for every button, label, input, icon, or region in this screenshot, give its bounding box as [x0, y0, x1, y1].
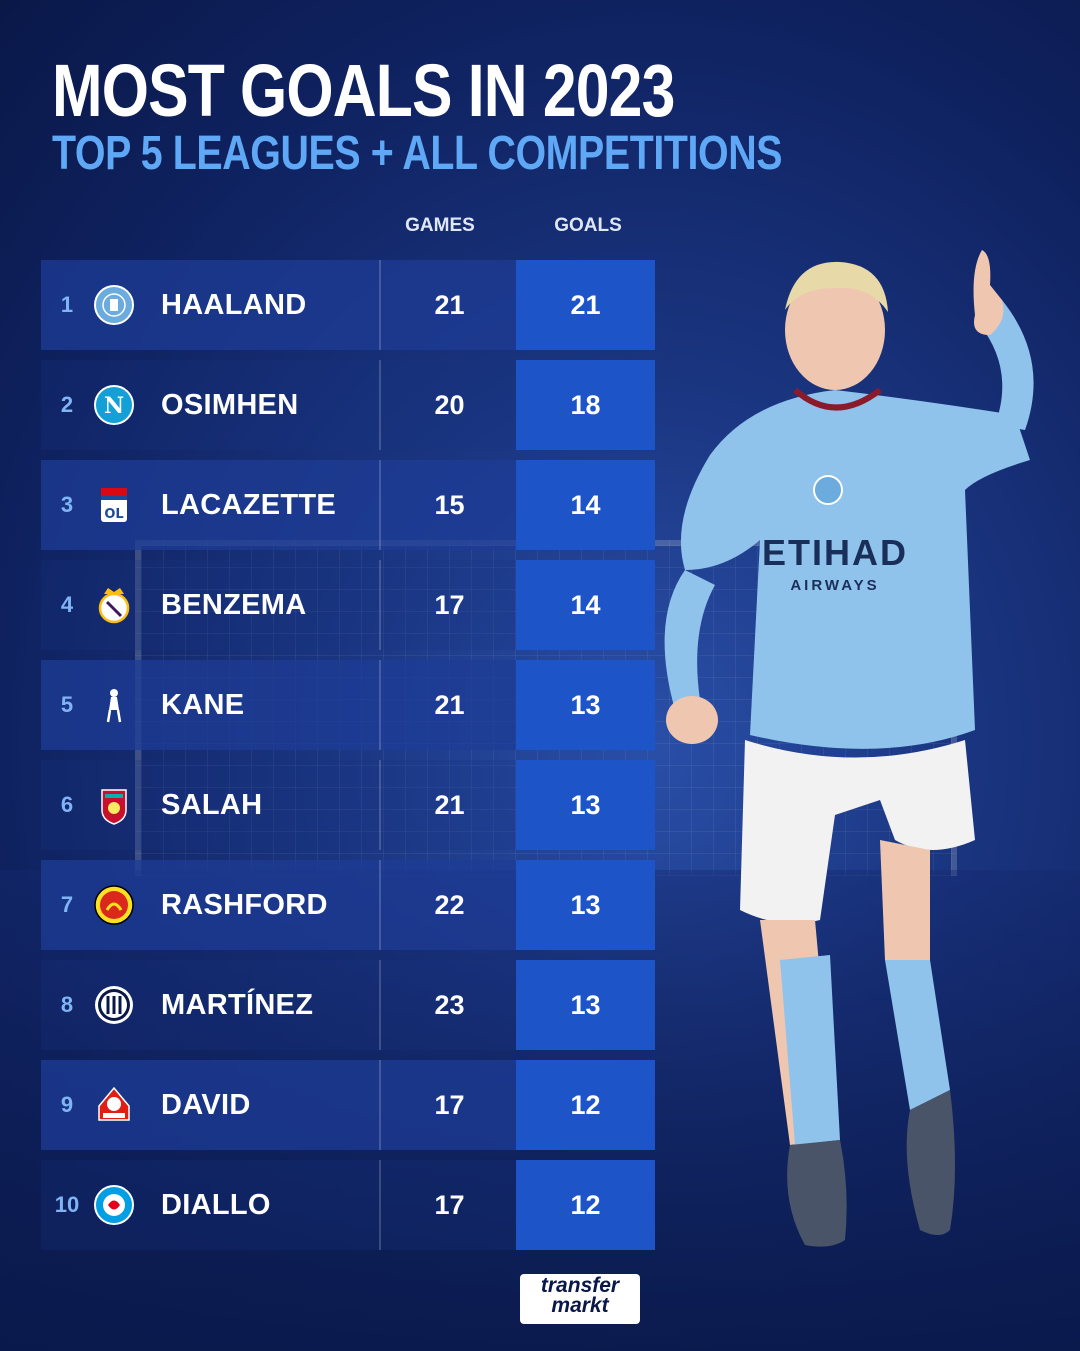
games-value: 17 [434, 1090, 465, 1120]
goals-value: 14 [570, 590, 601, 620]
table-row: 5 KANE 21 13 [41, 660, 655, 750]
player-name: BENZEMA [161, 589, 307, 621]
rank-number: 1 [60, 292, 74, 317]
player-name: SALAH [161, 789, 263, 821]
rank-number: 4 [60, 592, 74, 617]
table-row: 1 HAALAND 21 21 [41, 260, 655, 350]
table-row: 3 OL LACAZETTE 15 14 [41, 460, 655, 550]
rank-number: 8 [60, 992, 74, 1017]
tottenham-crest-icon [106, 689, 122, 723]
page-title: MOST GOALS IN 2023 [52, 49, 675, 132]
lille-crest-icon [98, 1086, 130, 1121]
games-value: 21 [434, 690, 465, 720]
rank-number: 2 [60, 392, 74, 417]
goals-value: 13 [570, 890, 601, 920]
player-name: DAVID [161, 1089, 251, 1121]
table-row: 6 SALAH 21 13 [41, 760, 655, 850]
column-header-games: GAMES [405, 215, 475, 236]
real-madrid-crest-icon [98, 588, 130, 624]
goals-value: 12 [570, 1190, 601, 1220]
table-row: 10 DIALLO 17 12 [41, 1160, 655, 1250]
man-city-crest-icon [94, 285, 134, 325]
goals-value: 21 [570, 290, 601, 320]
inter-crest-icon [95, 986, 133, 1024]
liverpool-crest-icon [101, 789, 127, 825]
svg-text:N: N [104, 393, 124, 419]
rank-number: 9 [60, 1092, 74, 1117]
logo-line-1: transfer [540, 1274, 620, 1297]
table-row: 9 DAVID 17 12 [41, 1060, 655, 1150]
svg-text:AIRWAYS: AIRWAYS [790, 577, 879, 594]
player-name: LACAZETTE [161, 489, 337, 521]
goals-value: 13 [570, 790, 601, 820]
games-value: 17 [434, 1190, 465, 1220]
man-united-crest-icon [94, 885, 134, 925]
strasbourg-crest-icon [94, 1185, 134, 1225]
goals-value: 14 [570, 490, 601, 520]
table-row: 7 RASHFORD 22 13 [41, 860, 655, 950]
player-name: HAALAND [161, 289, 307, 321]
games-value: 21 [434, 290, 465, 320]
goals-value: 13 [570, 990, 601, 1020]
table-row: 4 BENZEMA 17 14 [41, 560, 655, 650]
games-value: 17 [434, 590, 465, 620]
games-value: 22 [434, 890, 465, 920]
column-header-goals: GOALS [554, 215, 622, 236]
rank-number: 3 [60, 492, 74, 517]
table-row: 2 N OSIMHEN 20 18 [41, 360, 655, 450]
rank-number: 7 [60, 892, 74, 917]
lyon-crest-icon: OL [101, 488, 127, 522]
svg-text:ETIHAD: ETIHAD [762, 532, 908, 573]
goals-value: 12 [570, 1090, 601, 1120]
player-name: KANE [161, 689, 245, 721]
napoli-crest-icon: N [94, 385, 134, 425]
logo-line-2: markt [551, 1294, 609, 1317]
games-value: 15 [434, 490, 465, 520]
player-name: RASHFORD [161, 889, 328, 921]
player-name: MARTÍNEZ [161, 989, 314, 1021]
page-subtitle: TOP 5 LEAGUES + ALL COMPETITIONS [52, 127, 783, 180]
player-photo: ETIHAD AIRWAYS [664, 250, 1034, 1247]
player-name: DIALLO [161, 1189, 271, 1221]
games-value: 20 [434, 390, 465, 420]
games-value: 21 [434, 790, 465, 820]
table-row: 8 MARTÍNEZ 23 13 [41, 960, 655, 1050]
games-value: 23 [434, 990, 465, 1020]
svg-text:OL: OL [104, 507, 123, 522]
player-name: OSIMHEN [161, 389, 299, 421]
transfermarkt-logo: transfer markt [520, 1274, 640, 1324]
rank-number: 10 [54, 1192, 80, 1217]
goals-value: 18 [570, 390, 601, 420]
goals-value: 13 [570, 690, 601, 720]
rank-number: 5 [60, 692, 74, 717]
rank-number: 6 [60, 792, 74, 817]
